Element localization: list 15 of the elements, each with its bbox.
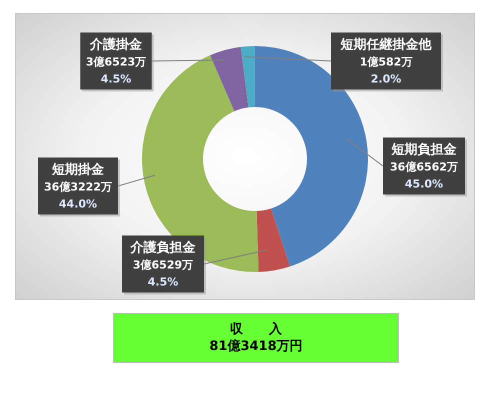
slice-label: 短期掛金 <box>51 162 105 178</box>
slice-label: 短期負担金 <box>390 142 458 158</box>
slice-label: 短期任継掛金他 <box>340 38 432 52</box>
text: 81億3418万円 <box>209 338 303 355</box>
donut-slice <box>240 46 255 108</box>
data-label: 36億3222万 44.0% <box>44 180 112 210</box>
data-label: 36億6562万 45.0% <box>390 160 458 190</box>
slice-label: 介護負担金 <box>130 240 196 256</box>
data-label: 3億6529万 4.5% <box>132 258 194 288</box>
slice-label: 介護掛金 <box>89 36 143 52</box>
data-label: 1億582万 2.0% <box>360 56 412 86</box>
donut-slice <box>256 208 290 272</box>
text: 収 入 <box>230 321 282 338</box>
donut-slice <box>210 46 248 112</box>
data-label: 3億6523万 4.5% <box>86 56 146 86</box>
